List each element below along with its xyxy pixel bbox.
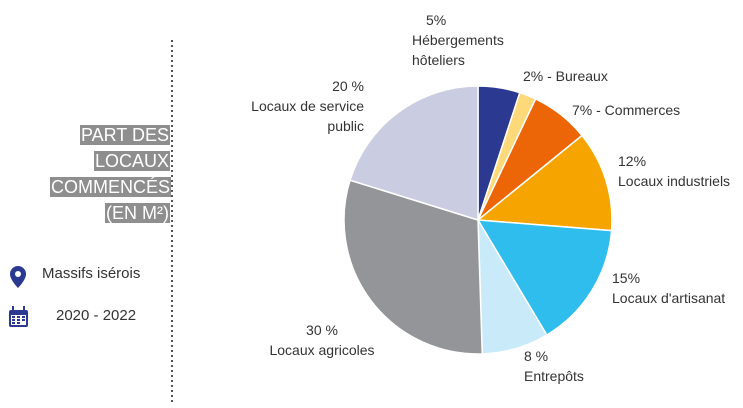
category-label: Locaux agricoles	[269, 342, 375, 358]
value-label: 15%	[612, 270, 641, 286]
category-label: Entrepôts	[524, 368, 584, 384]
value-label: 30 %	[306, 322, 338, 338]
category-label: Locaux de service public	[251, 98, 364, 134]
slice-label: 8 % Entrepôts	[524, 346, 624, 386]
category-label: Hébergements hôteliers	[412, 32, 504, 68]
slice-label: 5% Hébergements hôteliers	[412, 10, 542, 70]
value-label: 2% - Bureaux	[523, 68, 608, 84]
value-label: 12%	[618, 153, 647, 169]
slice-label: 12% Locaux industriels	[618, 151, 743, 191]
period: 2020 - 2022	[56, 307, 137, 324]
category-label: Locaux industriels	[618, 173, 731, 189]
pie-slice	[349, 85, 479, 222]
pie-slice	[476, 134, 613, 232]
calendar-icon	[9, 306, 28, 327]
slice-label: 20 % Locaux de service public	[232, 76, 364, 136]
location: Massifs isérois	[42, 265, 141, 282]
pie-slice	[343, 179, 484, 355]
value-label: 7% - Commerces	[572, 102, 681, 118]
value-label: 5%	[426, 12, 447, 28]
value-label: 8 %	[524, 348, 549, 364]
slice-label: 15% Locaux d'artisanat	[612, 268, 743, 308]
pie-slice	[476, 219, 613, 336]
title-box: PART DES LOCAUX COMMENCÉS (EN M²)	[50, 122, 172, 226]
pin-dot	[15, 271, 21, 277]
slice-label: 7% - Commerces	[572, 100, 732, 120]
slice-label: 2% - Bureaux	[523, 66, 673, 86]
chart-title: PART DES LOCAUX COMMENCÉS (EN M²)	[50, 125, 172, 223]
category-label: Locaux d'artisanat	[612, 290, 726, 306]
value-label: 20 %	[332, 78, 364, 94]
slice-label: 30 % Locaux agricoles	[242, 320, 402, 360]
